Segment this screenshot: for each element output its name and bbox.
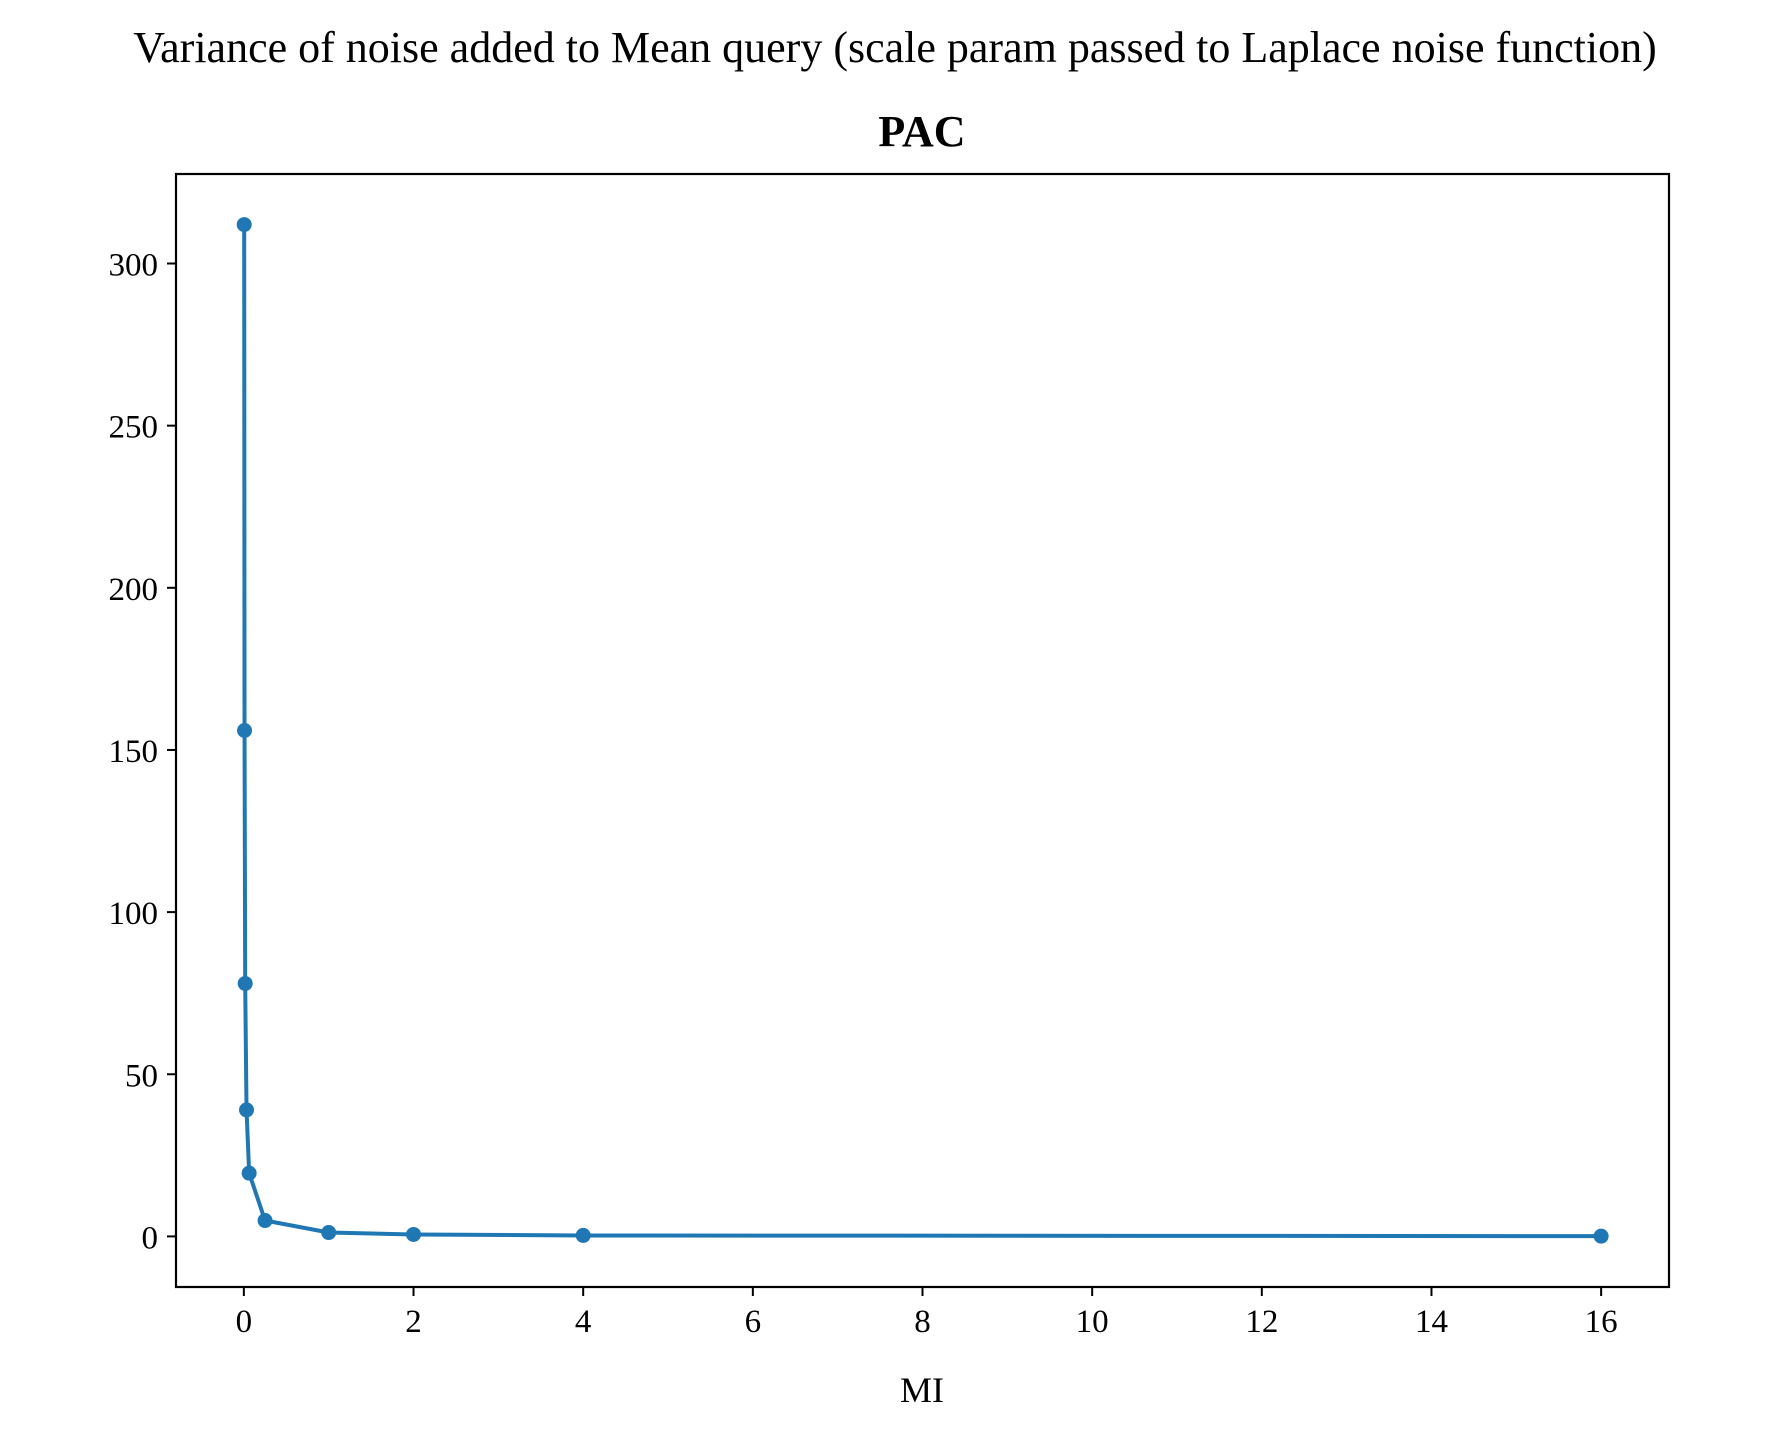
y-tick-label: 200 [109, 572, 159, 608]
y-axis-ticks: 0 50 100 150 200 250 300 [109, 248, 176, 1256]
y-tick-label: 250 [109, 410, 159, 446]
x-tick-label: 2 [405, 1304, 422, 1340]
x-tick-label: 4 [575, 1304, 592, 1340]
y-tick-label: 0 [142, 1220, 159, 1256]
x-tick-label: 10 [1076, 1304, 1109, 1340]
data-point [241, 1165, 257, 1181]
data-point [406, 1226, 422, 1242]
series-line [242, 222, 1604, 1239]
plot-frame [174, 172, 1671, 1289]
x-tick-label: 6 [745, 1304, 762, 1340]
x-tick-label: 8 [914, 1304, 931, 1340]
data-point [257, 1213, 273, 1229]
x-tick-label: 12 [1245, 1304, 1278, 1340]
chart-title: PAC [878, 107, 965, 156]
x-tick-label: 14 [1415, 1304, 1448, 1340]
x-axis-ticks: 0 2 4 6 8 10 12 14 16 [236, 1287, 1618, 1340]
y-tick-label: 50 [125, 1058, 158, 1094]
y-tick-label: 100 [109, 896, 159, 932]
data-point [237, 975, 253, 991]
y-tick-label: 300 [109, 248, 159, 284]
x-tick-label: 0 [236, 1304, 253, 1340]
data-point [237, 723, 253, 738]
x-axis-label: MI [900, 1370, 944, 1410]
data-point [239, 1102, 255, 1118]
figure-suptitle: Variance of noise added to Mean query (s… [133, 23, 1657, 72]
data-point [236, 217, 252, 233]
data-point [321, 1225, 337, 1241]
data-point [1593, 1228, 1609, 1244]
x-tick-label: 16 [1585, 1304, 1618, 1340]
series-layer [236, 217, 1609, 1244]
data-point [575, 1227, 591, 1243]
y-tick-label: 150 [109, 734, 159, 770]
